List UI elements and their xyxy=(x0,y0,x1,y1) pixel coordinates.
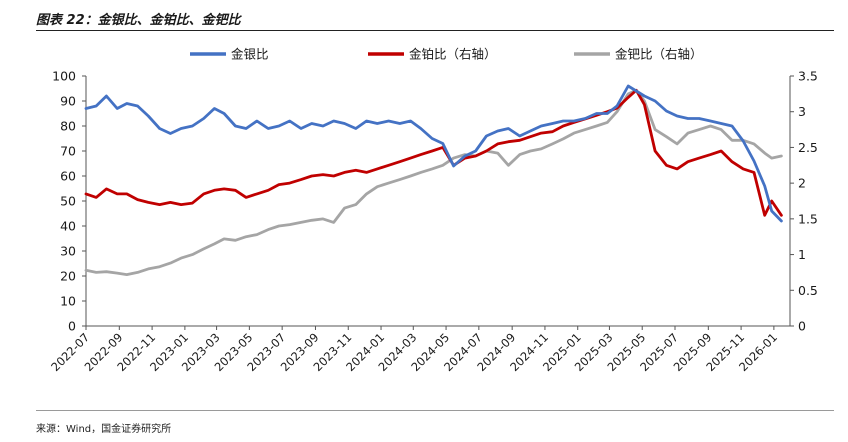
right-tick-label: 1 xyxy=(798,247,806,262)
right-tick-label: 1.5 xyxy=(798,211,818,226)
right-tick-label: 0 xyxy=(798,319,806,334)
series-lines xyxy=(84,84,783,276)
left-tick-label: 30 xyxy=(60,244,76,259)
right-tick-label: 2 xyxy=(798,176,806,191)
left-tick-label: 10 xyxy=(60,294,76,309)
left-tick-label: 20 xyxy=(60,269,76,284)
left-tick-label: 0 xyxy=(68,319,76,334)
right-tick-label: 2.5 xyxy=(798,140,818,155)
right-tick-label: 3 xyxy=(798,104,806,119)
right-tick-label: 0.5 xyxy=(798,283,818,298)
title-rule xyxy=(36,30,834,31)
left-tick-label: 40 xyxy=(60,219,76,234)
figure-title: 图表 22：金银比、金铂比、金钯比 xyxy=(36,13,241,28)
series-line-1 xyxy=(84,84,783,223)
left-tick-label: 100 xyxy=(52,69,76,84)
legend-label-1: 金银比 xyxy=(231,47,269,62)
left-tick-label: 70 xyxy=(60,144,76,159)
series-line-3 xyxy=(84,88,783,276)
right-tick-label: 3.5 xyxy=(798,69,818,84)
legend-label-2: 金铂比（右轴） xyxy=(409,47,497,62)
axes: 010203040506070809010000.511.522.533.520… xyxy=(48,69,818,375)
left-tick-label: 60 xyxy=(60,169,76,184)
left-tick-label: 80 xyxy=(60,119,76,134)
source-rule xyxy=(36,410,834,411)
legend-label-3: 金钯比（右轴） xyxy=(615,47,703,62)
figure-source: 来源：Wind，国金证券研究所 xyxy=(36,424,172,435)
left-tick-label: 50 xyxy=(60,194,76,209)
series-line-2 xyxy=(84,88,783,217)
left-tick-label: 90 xyxy=(60,94,76,109)
legend: 金银比 金铂比（右轴） 金钯比（右轴） xyxy=(190,47,703,62)
